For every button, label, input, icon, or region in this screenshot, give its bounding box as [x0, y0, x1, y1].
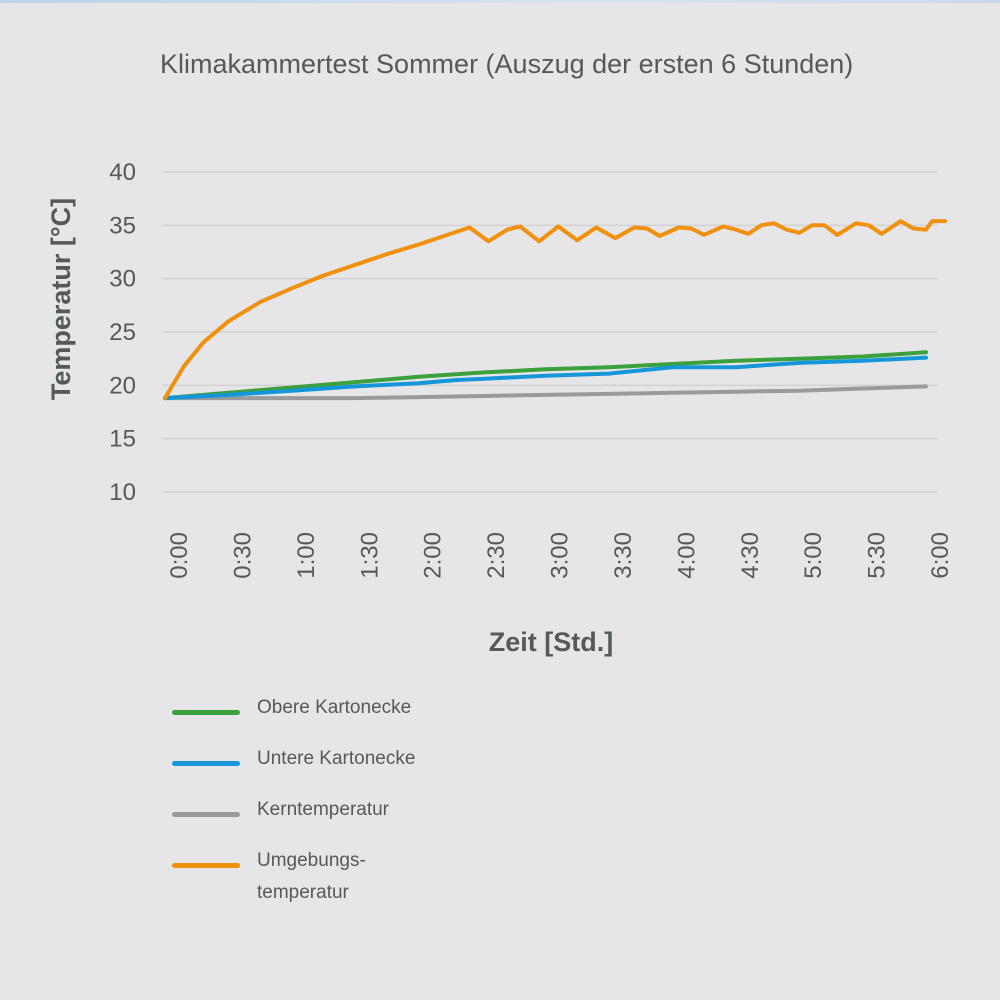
- x-tick-label: 1:00: [293, 532, 320, 579]
- x-tick-label: 1:30: [356, 532, 383, 579]
- y-tick-label: 40: [109, 159, 136, 186]
- gridlines: [162, 171, 937, 493]
- legend-label: Untere Kartonecke: [257, 748, 416, 769]
- y-axis-ticks: 10 15 20 25 30 35 40: [109, 159, 136, 506]
- legend-swatch: [172, 710, 240, 715]
- x-tick-label: 4:30: [737, 532, 764, 579]
- legend-item: Kerntemperatur: [172, 794, 492, 826]
- x-tick-label: 0:30: [229, 532, 256, 579]
- y-tick-label: 15: [109, 426, 136, 453]
- legend-label-line: temperatur: [257, 882, 349, 903]
- y-tick-label: 20: [109, 372, 136, 399]
- x-axis-title: Zeit [Std.]: [489, 627, 613, 657]
- legend-swatch: [172, 761, 240, 766]
- legend-item: Untere Kartonecke: [172, 743, 492, 775]
- x-tick-label: 3:30: [610, 532, 637, 579]
- chart-title: Klimakammertest Sommer (Auszug der erste…: [160, 49, 853, 79]
- legend: Obere Kartonecke Untere Kartonecke Kerntem…: [172, 692, 492, 928]
- x-tick-label: 3:00: [547, 532, 574, 579]
- y-axis-title: Temperatur [°C]: [46, 198, 76, 400]
- legend-swatch: [172, 812, 240, 817]
- top-accent-bar: [0, 0, 1000, 3]
- series-line-umgebungs-temperatur: [163, 219, 947, 401]
- legend-label: Kerntemperatur: [257, 799, 390, 820]
- x-tick-label: 5:00: [800, 532, 827, 579]
- legend-item: Umgebungs-temperatur: [172, 845, 492, 909]
- y-tick-label: 10: [109, 479, 136, 506]
- y-tick-label: 25: [109, 319, 136, 346]
- x-axis-ticks: 0:00 0:30 1:00 1:30 2:00 2:30 3:00 3:30 4:00 4:30…: [166, 532, 954, 579]
- x-tick-label: 4:00: [673, 532, 700, 579]
- legend-swatch: [172, 863, 240, 868]
- legend-item: Obere Kartonecke: [172, 692, 492, 724]
- y-tick-label: 30: [109, 266, 136, 293]
- x-tick-label: 2:00: [420, 532, 447, 579]
- series-line-kerntemperatur: [163, 384, 928, 401]
- x-tick-label: 5:30: [864, 532, 891, 579]
- series-lines: [163, 219, 947, 401]
- series-line-untere-kartonecke: [163, 355, 928, 401]
- series-line-obere-kartonecke: [163, 350, 928, 401]
- x-tick-label: 2:30: [483, 532, 510, 579]
- legend-label: Umgebungs-temperatur: [257, 845, 447, 909]
- y-tick-label: 35: [109, 212, 136, 239]
- legend-label: Obere Kartonecke: [257, 697, 412, 718]
- x-tick-label: 6:00: [927, 532, 954, 579]
- legend-label-line: Umgebungs-: [257, 850, 366, 871]
- x-tick-label: 0:00: [166, 532, 193, 579]
